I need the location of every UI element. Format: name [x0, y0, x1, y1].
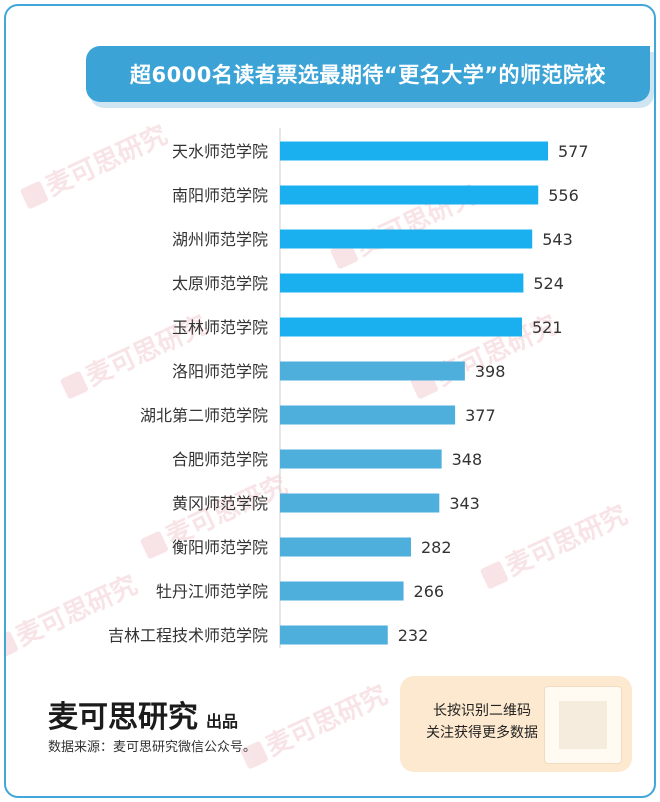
value-label: 398	[475, 362, 506, 381]
qr-card[interactable]: 长按识别二维码 关注获得更多数据	[400, 676, 632, 772]
brand-block: 麦可思研究 出品	[48, 692, 238, 736]
brand-name: 麦可思研究	[48, 700, 198, 735]
value-label: 348	[452, 450, 483, 469]
value-label: 543	[542, 230, 573, 249]
category-label: 湖北第二师范学院	[140, 406, 268, 425]
brand-suffix: 出品	[206, 712, 239, 731]
category-label: 湖州师范学院	[172, 230, 268, 249]
value-label: 556	[548, 186, 579, 205]
category-label: 衡阳师范学院	[172, 538, 268, 557]
bar	[280, 537, 411, 557]
category-label: 太原师范学院	[172, 274, 268, 293]
bar	[280, 273, 524, 293]
category-label: 玉林师范学院	[172, 318, 268, 337]
value-label: 232	[398, 626, 429, 645]
value-label: 266	[414, 582, 445, 601]
chart-frame: 麦可思研究 麦可思研究 麦可思研究 麦可思研究 麦可思研究 麦可思研究 麦可思研…	[4, 4, 656, 798]
bar	[280, 317, 522, 337]
value-label: 524	[533, 274, 564, 293]
qr-caption-line1: 长按识别二维码	[433, 703, 531, 719]
category-label: 天水师范学院	[172, 142, 268, 161]
value-label: 377	[465, 406, 496, 425]
bar	[280, 581, 404, 601]
qr-code-image	[559, 701, 607, 749]
bar	[280, 361, 465, 381]
category-label: 洛阳师范学院	[172, 362, 268, 381]
title-banner: 超6000名读者票选最期待“更名大学”的师范院校	[86, 46, 650, 102]
qr-code[interactable]	[544, 686, 622, 764]
bar	[280, 493, 440, 513]
category-label: 合肥师范学院	[172, 450, 268, 469]
bar	[280, 405, 456, 425]
category-label: 黄冈师范学院	[172, 494, 268, 513]
data-source: 数据来源：麦可思研究微信公众号。	[48, 740, 257, 755]
bar	[280, 185, 539, 205]
category-label: 牡丹江师范学院	[156, 582, 268, 601]
qr-caption: 长按识别二维码 关注获得更多数据	[416, 700, 548, 744]
value-label: 343	[449, 494, 480, 513]
chart-title: 超6000名读者票选最期待“更名大学”的师范院校	[129, 63, 607, 87]
bar	[280, 449, 442, 469]
category-label: 吉林工程技术师范学院	[108, 626, 268, 645]
qr-caption-line2: 关注获得更多数据	[426, 725, 538, 741]
bar	[280, 229, 533, 249]
value-label: 521	[532, 318, 563, 337]
bar	[280, 141, 548, 161]
value-label: 577	[558, 142, 589, 161]
category-label: 南阳师范学院	[172, 186, 268, 205]
bar	[280, 625, 388, 645]
value-label: 282	[421, 538, 452, 557]
